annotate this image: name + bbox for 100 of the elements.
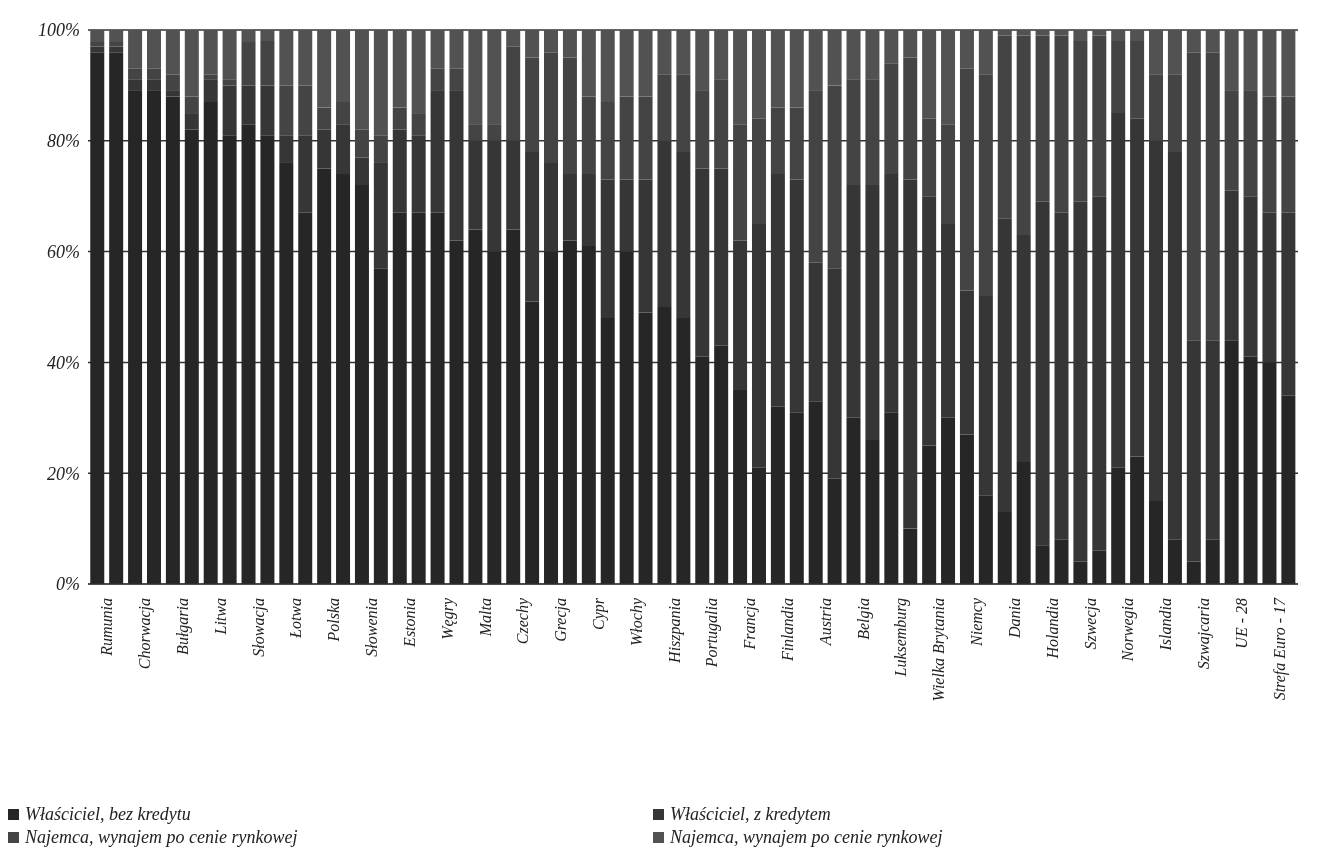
bar — [1281, 395, 1296, 584]
bar — [770, 406, 785, 584]
bar — [695, 30, 710, 91]
bar — [260, 30, 275, 42]
bar — [203, 79, 218, 103]
bar — [922, 30, 937, 119]
bar — [317, 107, 332, 130]
x-tick-label: Szwajcaria — [1194, 598, 1213, 670]
x-tick-label: Dania — [1005, 598, 1023, 639]
bar — [789, 30, 804, 108]
bar — [941, 30, 956, 125]
bar — [1186, 30, 1201, 53]
bar — [1262, 96, 1277, 213]
bar — [449, 240, 464, 584]
bar — [487, 124, 502, 141]
bar — [1205, 52, 1220, 341]
bar — [714, 345, 729, 584]
bar — [260, 135, 275, 584]
bar — [241, 85, 256, 125]
bar — [695, 356, 710, 584]
bar — [373, 268, 388, 584]
bar — [128, 90, 143, 584]
bar — [808, 401, 823, 584]
x-tick-label: Francja — [741, 598, 760, 651]
bar — [279, 85, 294, 136]
bar — [411, 30, 426, 114]
bar — [619, 30, 634, 97]
bar — [1243, 90, 1258, 197]
bar — [770, 30, 785, 108]
bar — [260, 85, 275, 136]
x-tick-label: Słowacja — [249, 598, 268, 657]
bar — [1016, 35, 1031, 235]
bar — [1016, 462, 1031, 584]
bar — [638, 312, 653, 584]
bar — [109, 30, 124, 42]
x-tick-label: UE - 28 — [1232, 598, 1250, 649]
bar — [468, 30, 483, 125]
bar — [1054, 539, 1069, 584]
bar — [354, 30, 369, 130]
bar — [430, 30, 445, 69]
bar — [1054, 35, 1069, 213]
bar — [600, 30, 615, 103]
bar — [657, 74, 672, 141]
bar — [884, 412, 899, 584]
y-tick-label: 100% — [38, 20, 80, 41]
bar — [1111, 30, 1126, 42]
bar — [846, 417, 861, 584]
bar — [544, 52, 559, 163]
bar — [827, 30, 842, 86]
bar — [1130, 30, 1145, 42]
bar — [619, 251, 634, 584]
bar — [789, 412, 804, 584]
bar — [600, 318, 615, 584]
bar — [1224, 90, 1239, 191]
bar — [184, 96, 199, 114]
x-tick-label: Norwegia — [1119, 598, 1138, 663]
bar — [165, 74, 180, 91]
bar — [600, 102, 615, 180]
bar — [90, 30, 105, 42]
bar — [1035, 35, 1050, 202]
bar — [1092, 35, 1107, 197]
bar — [676, 318, 691, 584]
bar — [941, 417, 956, 584]
bar — [430, 68, 445, 91]
bar — [525, 30, 540, 58]
bar — [203, 30, 218, 75]
bar — [997, 30, 1012, 36]
bar — [146, 30, 161, 69]
bar — [657, 307, 672, 584]
bar — [714, 30, 729, 80]
bar — [903, 528, 918, 584]
x-tick-label: Łotwa — [287, 598, 305, 640]
bar — [751, 118, 766, 224]
bar — [978, 30, 993, 75]
y-tick-label: 40% — [47, 352, 80, 373]
bar — [827, 85, 842, 269]
bar — [90, 52, 105, 584]
bar — [1016, 30, 1031, 36]
bar — [203, 74, 218, 80]
bar — [884, 30, 899, 64]
bar — [808, 90, 823, 263]
bar — [733, 124, 748, 241]
legend-label: Właściciel, bez kredytu — [25, 804, 191, 825]
bar — [373, 135, 388, 163]
y-tick-label: 0% — [56, 574, 80, 595]
x-tick-label: Strefa Euro - 17 — [1270, 597, 1289, 701]
bar — [222, 30, 237, 80]
bar — [959, 30, 974, 69]
x-tick-label: Islandia — [1157, 598, 1175, 652]
x-tick-label: Czechy — [514, 597, 533, 645]
bar — [903, 57, 918, 180]
bar — [1130, 456, 1145, 584]
bar — [1224, 340, 1239, 584]
bar — [1073, 561, 1088, 584]
bar — [865, 79, 880, 186]
bar — [506, 229, 521, 584]
bar — [808, 30, 823, 91]
bar — [298, 85, 313, 136]
bar — [1281, 30, 1296, 97]
bar — [1167, 539, 1182, 584]
